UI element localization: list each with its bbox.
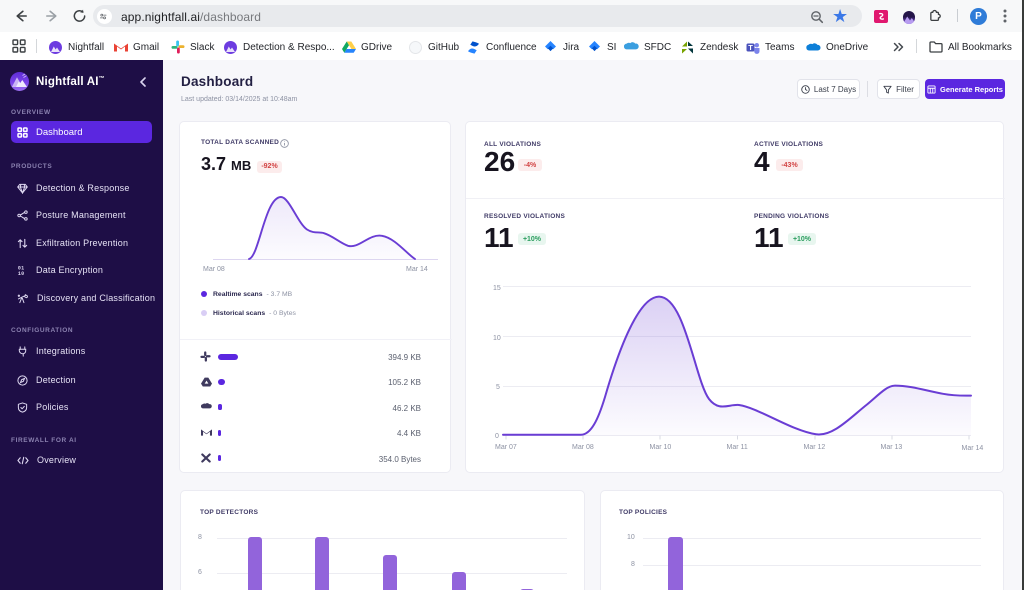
svg-text:T: T [748, 43, 753, 52]
svg-text:10: 10 [18, 271, 24, 276]
svg-text:01: 01 [18, 265, 24, 271]
